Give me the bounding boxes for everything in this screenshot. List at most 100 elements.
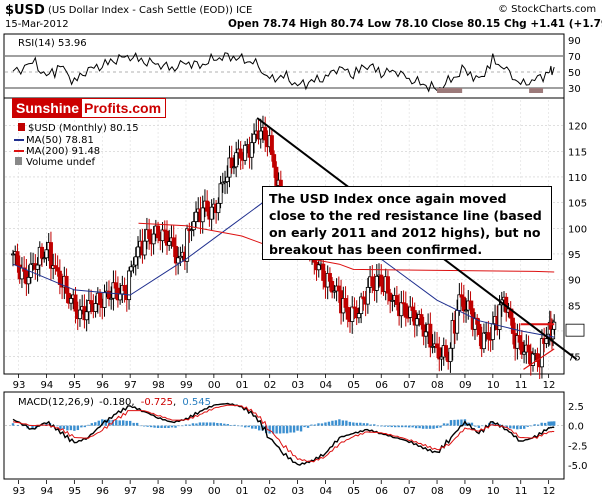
macd-histogram-bar xyxy=(533,424,536,426)
macd-histogram-bar xyxy=(285,425,289,434)
candle-body xyxy=(64,275,69,294)
macd-histogram-bar xyxy=(160,425,163,428)
candle-body xyxy=(189,229,194,232)
candle-body xyxy=(231,166,236,169)
macd-histogram-bar xyxy=(512,425,515,429)
candle-body xyxy=(160,229,165,242)
candle-body xyxy=(77,309,82,320)
candle-body xyxy=(519,341,524,355)
year-tick-label: 04 xyxy=(319,380,332,391)
candle-body xyxy=(435,343,440,349)
candle-body xyxy=(225,176,230,183)
candle-body xyxy=(374,275,379,291)
candle-body xyxy=(109,297,114,300)
candle-body xyxy=(336,285,341,292)
candle-body xyxy=(274,166,279,186)
macd-histogram-bar xyxy=(338,419,341,426)
x-axis-top: 93 94 95 96 97 98 99 00 01 02 03 04 05 06 07 08 09 10 11 12 xyxy=(13,374,555,391)
candle-body xyxy=(234,152,239,168)
macd-histogram-bar xyxy=(529,425,533,427)
macd-histogram-bar xyxy=(460,419,463,426)
candle-body xyxy=(131,264,136,268)
rsi-oversold-fill xyxy=(437,88,463,93)
macd-histogram-bar xyxy=(355,422,359,426)
candle-body xyxy=(390,299,395,302)
macd-histogram-bar xyxy=(481,425,484,427)
candle-body xyxy=(73,294,78,312)
candle-body xyxy=(423,331,428,337)
price-tick-label: 115 xyxy=(568,147,587,158)
macd-histogram-bar xyxy=(209,422,212,426)
macd-histogram-bar xyxy=(219,423,223,426)
candle-body xyxy=(272,154,277,168)
candle-body xyxy=(102,291,107,308)
candle-body xyxy=(84,311,89,321)
macd-histogram-bar xyxy=(498,424,502,426)
macd-tick-label: 2.5 xyxy=(568,402,584,413)
year-tick-label: 11 xyxy=(515,380,528,391)
logo-part1: Sunshine xyxy=(13,99,83,117)
macd-histogram-bar xyxy=(181,425,184,427)
macd-histogram-bar xyxy=(104,419,107,426)
year-tick-label: 09 xyxy=(459,486,472,497)
candle-body xyxy=(385,276,390,294)
candle-body xyxy=(316,264,321,271)
macd-histogram-bar xyxy=(11,423,15,426)
macd-histogram-bar xyxy=(62,425,66,429)
macd-histogram-bar xyxy=(94,422,97,426)
year-tick-label: 08 xyxy=(431,380,444,391)
macd-histogram-bar xyxy=(310,424,313,426)
candle-body xyxy=(164,230,169,246)
candle-body xyxy=(359,296,364,314)
macd-histogram-bar xyxy=(474,425,477,427)
macd-histogram-bar xyxy=(470,422,474,426)
macd-histogram-bar xyxy=(425,425,428,429)
year-tick-label: 95 xyxy=(68,380,81,391)
candle-body xyxy=(439,356,444,360)
overlay-support xyxy=(523,348,555,370)
chart-date: 15-Mar-2012 xyxy=(5,19,69,30)
macd-histogram-bar xyxy=(362,423,366,426)
macd-histogram-bar xyxy=(306,425,310,428)
candle-body xyxy=(486,332,491,340)
candle-body xyxy=(26,276,31,285)
legend-volume-swatch xyxy=(15,157,22,165)
chart-name: (US Dollar Index - Cash Settle (EOD)) IC… xyxy=(48,5,252,16)
macd-histogram-bar xyxy=(212,422,216,426)
candle-body xyxy=(200,207,205,223)
candle-body xyxy=(205,200,210,212)
legend-ma200: MA(200) 91.48 xyxy=(26,146,100,157)
candle-body xyxy=(468,300,473,310)
candle-body xyxy=(450,320,455,349)
year-tick-label: 05 xyxy=(347,486,360,497)
macd-histogram-bar xyxy=(188,424,191,426)
candle-body xyxy=(113,282,118,289)
macd-histogram-bar xyxy=(327,421,331,426)
year-tick-label: 03 xyxy=(292,380,305,391)
macd-histogram-bar xyxy=(320,423,324,426)
macd-histogram-bar xyxy=(139,425,142,427)
macd-histogram-bar xyxy=(121,420,125,426)
candle-body xyxy=(510,317,515,334)
macd-histogram-bar xyxy=(118,420,121,426)
candle-body xyxy=(229,157,234,169)
year-tick-label: 95 xyxy=(68,486,81,497)
candle-body xyxy=(531,353,536,366)
price-tick-label: 110 xyxy=(568,173,587,184)
candle-body xyxy=(258,130,263,140)
candle-body xyxy=(419,314,424,326)
macd-histogram-bar xyxy=(400,425,404,428)
year-tick-label: 11 xyxy=(515,486,528,497)
candle-body xyxy=(127,270,132,301)
macd-histogram-bar xyxy=(202,422,205,426)
price-current-marker xyxy=(565,323,585,337)
macd-histogram-bar xyxy=(553,421,556,426)
macd-histogram-bar xyxy=(55,425,59,427)
macd-histogram-bar xyxy=(45,423,48,426)
candle-body xyxy=(129,266,134,272)
rsi-tick-label: 90 xyxy=(568,36,581,47)
candle-body xyxy=(327,273,332,282)
macd-tick-label: -2.5 xyxy=(568,441,588,452)
macd-histogram-bar xyxy=(268,425,271,434)
candle-body xyxy=(57,270,62,285)
